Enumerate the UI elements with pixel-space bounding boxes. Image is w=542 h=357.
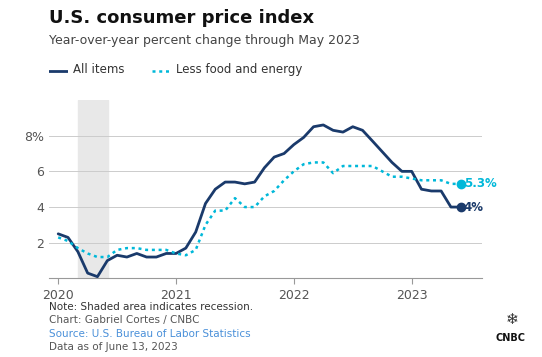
- Text: ❄: ❄: [506, 312, 519, 327]
- Text: Chart: Gabriel Cortes / CNBC: Chart: Gabriel Cortes / CNBC: [49, 315, 199, 325]
- Text: All items: All items: [73, 63, 125, 76]
- Text: Source: U.S. Bureau of Labor Statistics: Source: U.S. Bureau of Labor Statistics: [49, 329, 250, 339]
- Text: Note: Shaded area indicates recession.: Note: Shaded area indicates recession.: [49, 302, 253, 312]
- Text: CNBC: CNBC: [496, 333, 526, 343]
- Bar: [78, 100, 108, 278]
- Text: 4%: 4%: [464, 201, 484, 213]
- Text: Less food and energy: Less food and energy: [176, 63, 302, 76]
- Text: Year-over-year percent change through May 2023: Year-over-year percent change through Ma…: [49, 34, 359, 47]
- Text: Data as of June 13, 2023: Data as of June 13, 2023: [49, 342, 178, 352]
- Text: U.S. consumer price index: U.S. consumer price index: [49, 9, 314, 27]
- Text: 5.3%: 5.3%: [464, 177, 496, 190]
